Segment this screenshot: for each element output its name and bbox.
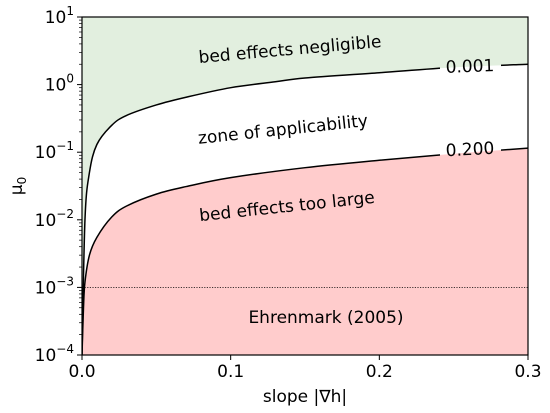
contour-line-series-0 [82,63,528,355]
y-axis-label: μ0 [7,177,29,195]
contour-label-series-0: 0.001 [445,56,494,78]
y-tick-label: 101 [45,4,74,28]
y-tick-label: 10−3 [35,274,74,298]
x-axis-label: slope |∇h| [263,387,347,407]
annotation-ehrenmark: Ehrenmark (2005) [248,308,403,328]
axes-frame [81,16,529,356]
contour-line-series-1 [82,147,528,355]
region-bed-effects-negligible [82,17,528,355]
axes-layer: 0.0 0.1 0.2 0.3 10−4 10−3 10−2 10−1 100 101 slope … [7,4,542,407]
plot-layer [82,17,528,355]
y-tick-label: 10−2 [35,207,74,231]
x-tick-label: 0.3 [514,362,541,382]
region-bed-effects-too-large [82,148,528,355]
y-tick-label: 100 [45,72,74,96]
x-tick-label: 0.0 [68,362,95,382]
y-tick-label: 10−4 [35,342,74,366]
contour-label-series-1: 0.200 [445,139,495,162]
x-tick-label: 0.1 [217,362,244,382]
y-tick-label: 10−1 [35,139,74,163]
x-tick-label: 0.2 [366,362,393,382]
